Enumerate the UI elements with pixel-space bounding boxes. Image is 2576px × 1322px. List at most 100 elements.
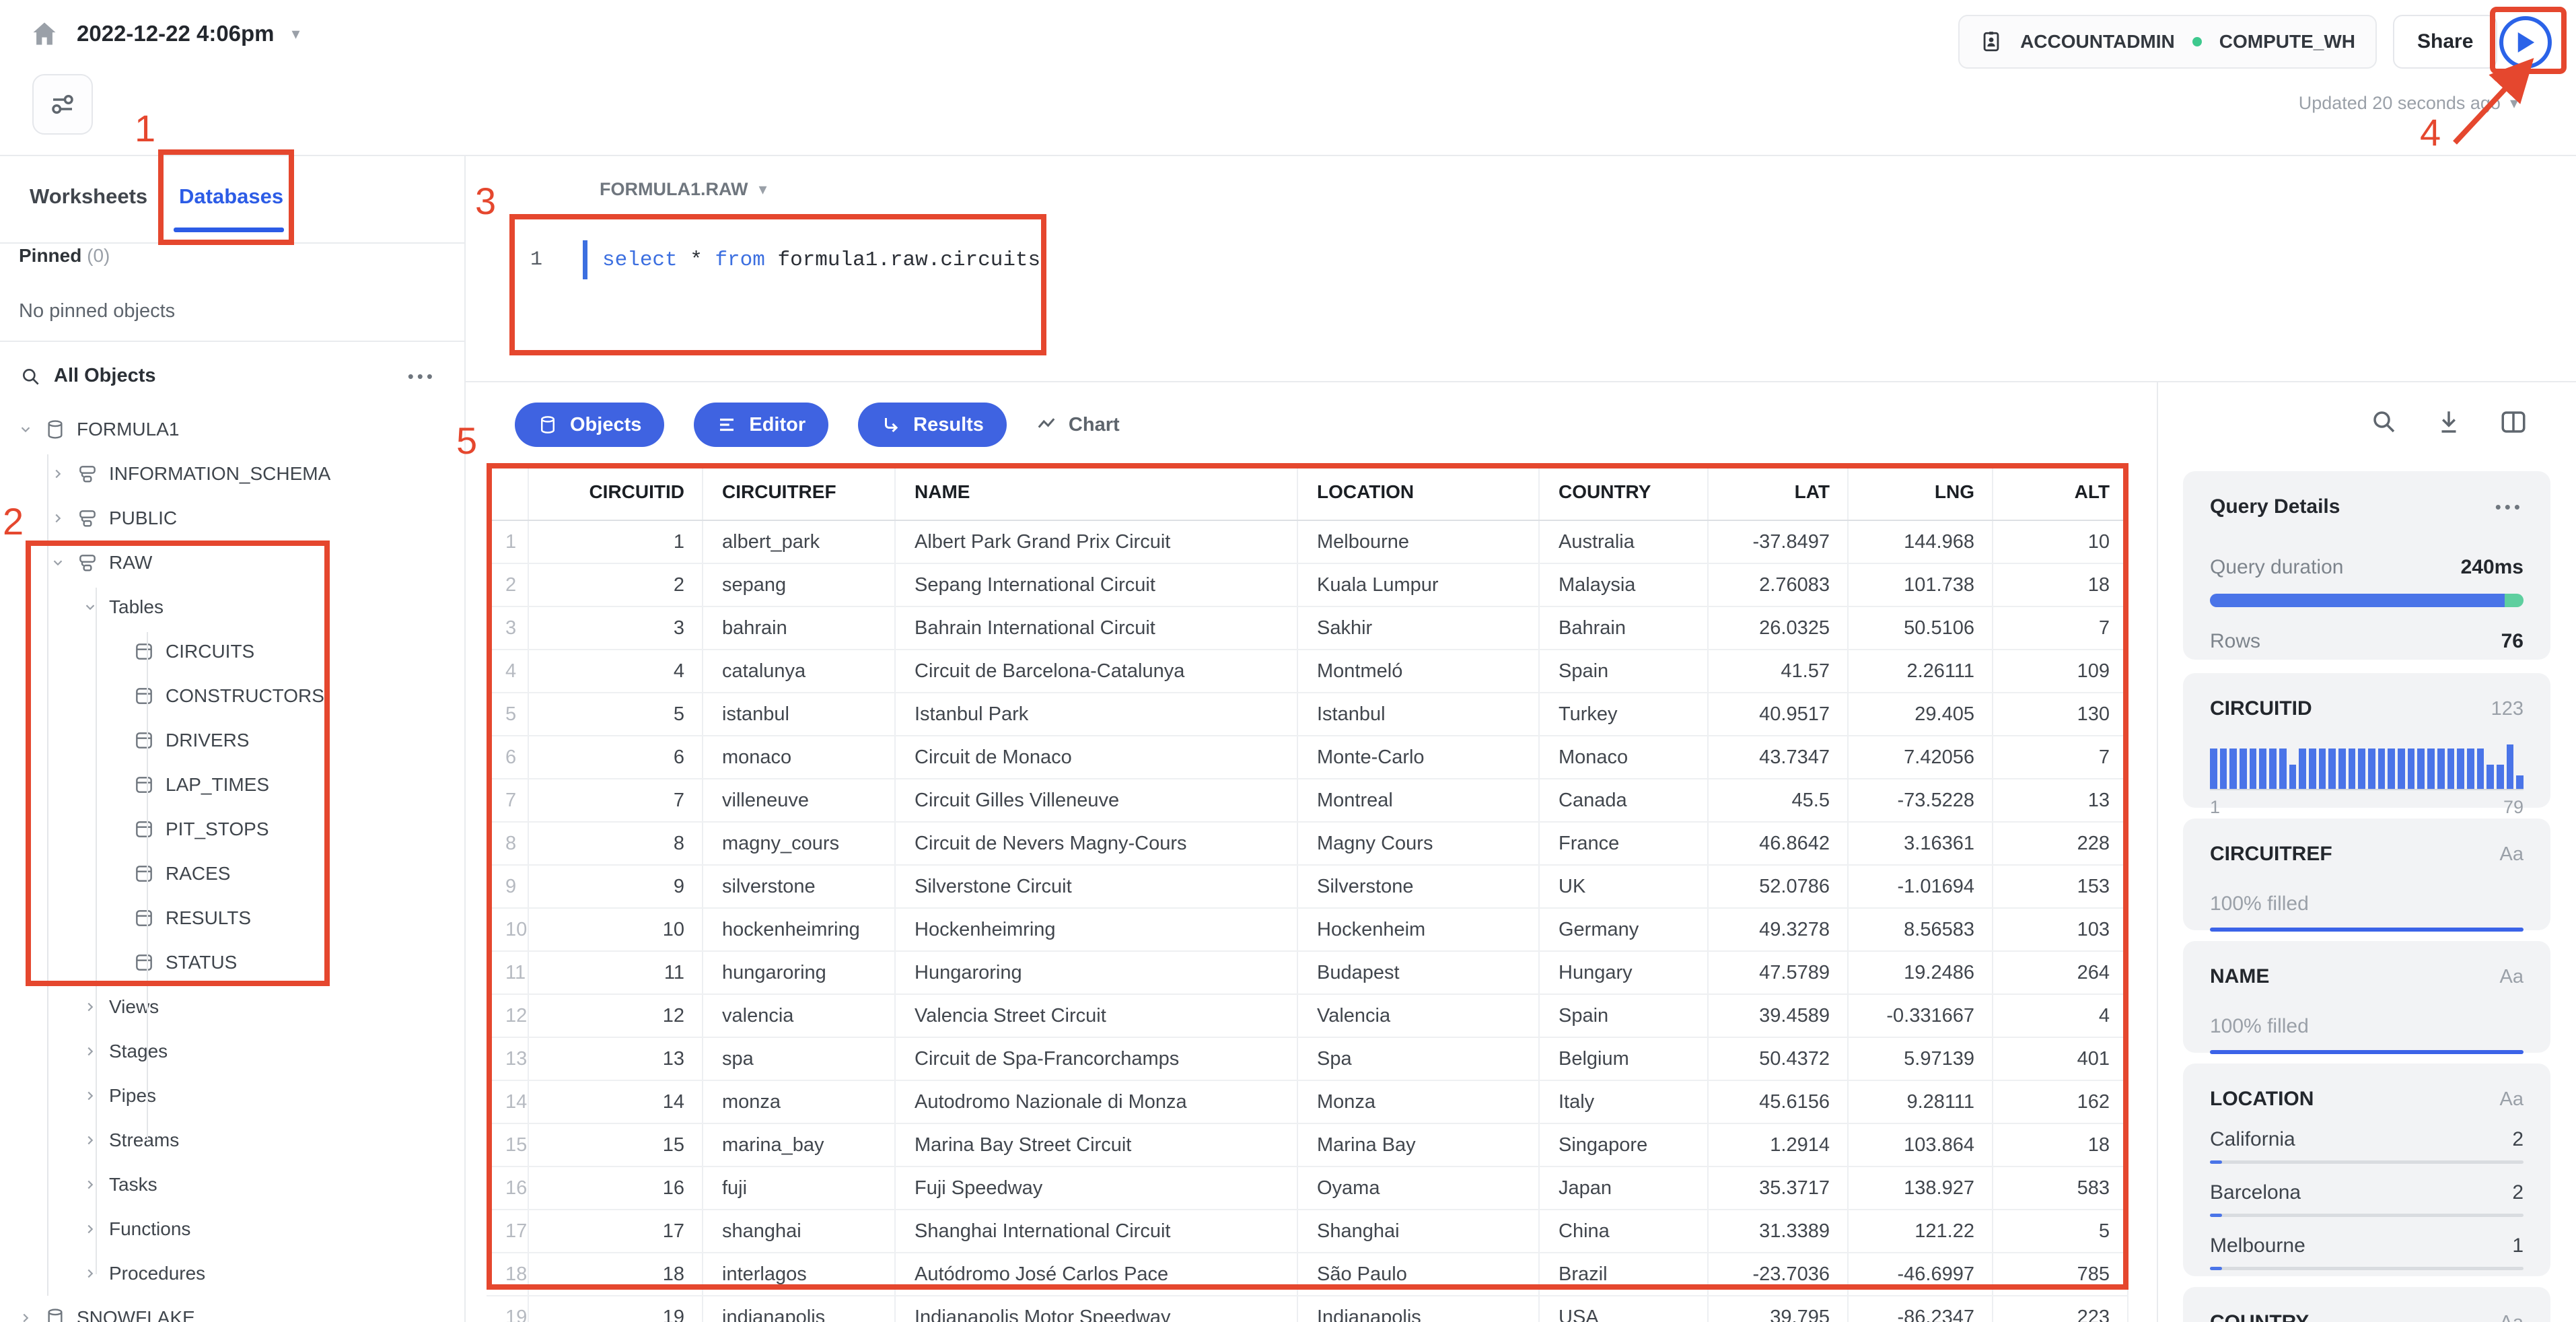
duration-value: 240ms [2460, 556, 2524, 578]
sidebar-item-races[interactable]: RACES [0, 851, 464, 896]
cell-country: Germany [1540, 909, 1709, 950]
cell-circuitid: 19 [529, 1296, 703, 1322]
table-row[interactable]: 11 11 hungaroring Hungaroring Budapest Hungar… [487, 952, 2128, 995]
chevron-down-icon[interactable] [82, 599, 98, 615]
table-row[interactable]: 18 18 interlagos Autódromo José Carlos Pace… [487, 1253, 2128, 1296]
sidebar-item-views[interactable]: Views [0, 985, 464, 1029]
table-row[interactable]: 7 7 villeneuve Circuit Gilles Villeneuve Mon… [487, 779, 2128, 823]
table-row[interactable]: 6 6 monaco Circuit de Monaco Monte-Carlo Mona… [487, 736, 2128, 779]
title-caret-down-icon[interactable]: ▾ [291, 24, 300, 43]
cell-name: Autódromo José Carlos Pace [896, 1253, 1298, 1295]
table-row[interactable]: 5 5 istanbul Istanbul Park Istanbul Turkey 40.… [487, 693, 2128, 736]
sidebar-item-constructors[interactable]: CONSTRUCTORS [0, 674, 464, 718]
table-row[interactable]: 14 14 monza Autodromo Nazionale di Monza Mon… [487, 1081, 2128, 1124]
context-chip[interactable]: ACCOUNTADMIN COMPUTE_WH [1958, 15, 2377, 69]
row-number-header[interactable] [487, 464, 529, 520]
sidebar-item-results[interactable]: RESULTS [0, 896, 464, 940]
home-icon[interactable] [30, 19, 59, 48]
updated-status[interactable]: Updated 20 seconds ago ▾ [2298, 93, 2518, 113]
run-button[interactable] [2499, 16, 2552, 69]
table-row[interactable]: 8 8 magny_cours Circuit de Nevers Magny-Cou… [487, 823, 2128, 866]
tree-guide-line [47, 454, 48, 1296]
sidebar-item-pipes[interactable]: Pipes [0, 1074, 464, 1118]
sidebar-item-functions[interactable]: Functions [0, 1207, 464, 1251]
histogram-bar [2338, 749, 2346, 789]
sidebar-item-lap_times[interactable]: LAP_TIMES [0, 763, 464, 807]
chevron-right-icon[interactable] [82, 1132, 98, 1148]
sidebar-item-stages[interactable]: Stages [0, 1029, 464, 1074]
sidebar-item-status[interactable]: STATUS [0, 940, 464, 985]
table-row[interactable]: 10 10 hockenheimring Hockenheimring Hockenhe… [487, 909, 2128, 952]
chevron-right-icon[interactable] [82, 1221, 98, 1237]
sidebar-item-raw[interactable]: RAW [0, 541, 464, 585]
chevron-right-icon[interactable] [82, 999, 98, 1015]
sidebar-item-public[interactable]: PUBLIC [0, 496, 464, 541]
table-row[interactable]: 2 2 sepang Sepang International Circuit Kual… [487, 564, 2128, 607]
column-header-name[interactable]: NAME [896, 464, 1298, 520]
sidebar-item-tasks[interactable]: Tasks [0, 1162, 464, 1207]
chevron-right-icon[interactable] [82, 1265, 98, 1282]
column-header-circuitref[interactable]: CIRCUITREF [703, 464, 896, 520]
view-button-editor[interactable]: Editor [694, 403, 829, 447]
cell-alt: 4 [1993, 995, 2128, 1037]
chevron-right-icon[interactable] [82, 1043, 98, 1059]
column-header-country[interactable]: COUNTRY [1540, 464, 1709, 520]
filters-button[interactable] [32, 74, 93, 135]
sidebar-item-pit_stops[interactable]: PIT_STOPS [0, 807, 464, 851]
all-objects-menu-icon[interactable]: ••• [407, 366, 436, 386]
table-row[interactable]: 3 3 bahrain Bahrain International Circuit Sa… [487, 607, 2128, 650]
view-button-objects[interactable]: Objects [515, 403, 665, 447]
search-results-icon[interactable] [2370, 408, 2398, 436]
chevron-right-icon[interactable] [82, 1088, 98, 1104]
sidebar-item-circuits[interactable]: CIRCUITS [0, 629, 464, 674]
sidebar-item-tables[interactable]: Tables [0, 585, 464, 629]
sidebar-item-procedures[interactable]: Procedures [0, 1251, 464, 1296]
worksheet-context-tab[interactable]: FORMULA1.RAW ▾ [600, 179, 767, 199]
table-row[interactable]: 17 17 shanghai Shanghai International Circu… [487, 1210, 2128, 1253]
tab-worksheets[interactable]: Worksheets [30, 184, 148, 208]
view-button-chart[interactable]: Chart [1036, 414, 1120, 436]
table-row[interactable]: 4 4 catalunya Circuit de Barcelona-Cataluny… [487, 650, 2128, 693]
sidebar-item-snowflake[interactable]: SNOWFLAKE [0, 1296, 464, 1322]
tab-databases[interactable]: Databases [179, 184, 284, 208]
download-icon[interactable] [2435, 408, 2463, 436]
table-row[interactable]: 15 15 marina_bay Marina Bay Street Circuit M… [487, 1124, 2128, 1167]
all-objects-row[interactable]: All Objects ••• [0, 355, 464, 398]
cell-lat: 40.9517 [1709, 693, 1849, 735]
chevron-right-icon[interactable] [50, 466, 66, 482]
table-row[interactable]: 12 12 valencia Valencia Street Circuit Valen… [487, 995, 2128, 1038]
table-row[interactable]: 13 13 spa Circuit de Spa-Francorchamps Spa Be… [487, 1038, 2128, 1081]
location-value-row: Barcelona 2 [2210, 1181, 2524, 1204]
view-button-results[interactable]: Results [858, 403, 1007, 447]
chevron-right-icon[interactable] [50, 510, 66, 526]
worksheet-title[interactable]: 2022-12-22 4:06pm [77, 21, 275, 46]
tree-item-label: Streams [109, 1129, 180, 1150]
sidebar-item-formula1[interactable]: FORMULA1 [0, 407, 464, 452]
tree-item-label: SNOWFLAKE [77, 1307, 195, 1322]
column-header-location[interactable]: LOCATION [1298, 464, 1540, 520]
table-row[interactable]: 19 19 indianapolis Indianapolis Motor Speed… [487, 1296, 2128, 1322]
cell-circuitref: bahrain [703, 607, 896, 649]
sidebar-item-drivers[interactable]: DRIVERS [0, 718, 464, 763]
query-details-menu-icon[interactable]: ••• [2495, 496, 2524, 517]
chevron-right-icon[interactable] [82, 1177, 98, 1193]
sidebar-item-information_schema[interactable]: INFORMATION_SCHEMA [0, 452, 464, 496]
chevron-right-icon[interactable] [17, 1310, 34, 1322]
table-row[interactable]: 9 9 silverstone Silverstone Circuit Silverst… [487, 866, 2128, 909]
sql-editor-line[interactable]: 1 select * from formula1.raw.circuits [530, 238, 1040, 281]
histogram-bar [2457, 749, 2464, 789]
column-header-circuitid[interactable]: CIRCUITID [529, 464, 703, 520]
table-row[interactable]: 16 16 fuji Fuji Speedway Oyama Japan 35.3717 13… [487, 1167, 2128, 1210]
column-header-lng[interactable]: LNG [1849, 464, 1993, 520]
column-header-alt[interactable]: ALT [1993, 464, 2128, 520]
chevron-down-icon[interactable] [50, 555, 66, 571]
sidebar-item-streams[interactable]: Streams [0, 1118, 464, 1162]
cell-location: Magny Cours [1298, 823, 1540, 864]
table-row[interactable]: 1 1 albert_park Albert Park Grand Prix Circ… [487, 521, 2128, 564]
chevron-down-icon[interactable] [17, 421, 34, 438]
row-number: 9 [487, 866, 529, 907]
column-header-lat[interactable]: LAT [1709, 464, 1849, 520]
circuitid-histogram[interactable] [2210, 743, 2524, 790]
split-columns-icon[interactable] [2499, 408, 2528, 436]
share-button[interactable]: Share [2393, 15, 2498, 69]
